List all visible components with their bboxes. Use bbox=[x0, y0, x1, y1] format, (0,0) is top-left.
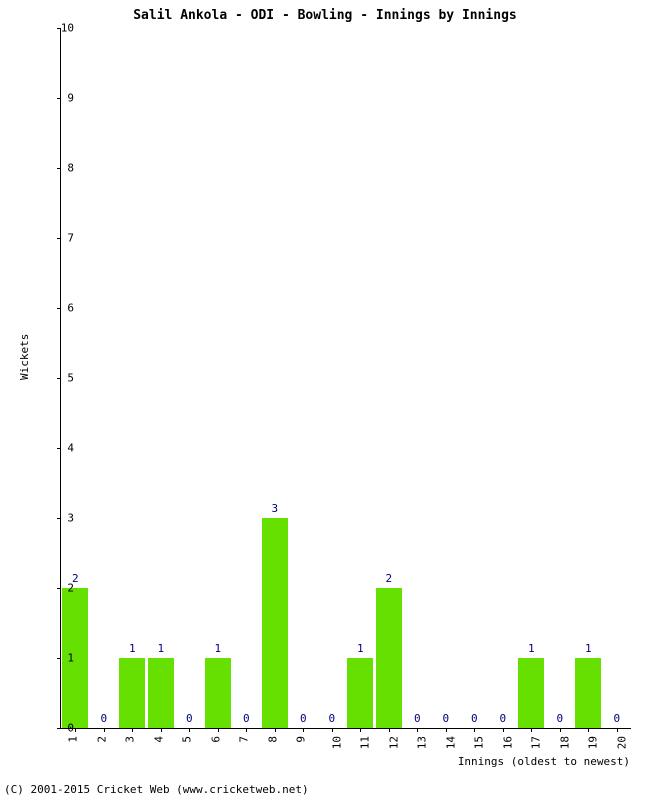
x-tick bbox=[446, 728, 447, 732]
x-tick-label: 2 bbox=[95, 736, 108, 743]
x-tick-label: 17 bbox=[530, 736, 543, 749]
bar-value-label: 1 bbox=[214, 642, 221, 655]
bar bbox=[376, 588, 402, 728]
bar bbox=[575, 658, 601, 728]
bar-value-label: 0 bbox=[328, 712, 335, 725]
y-axis-label: Wickets bbox=[18, 334, 31, 380]
x-tick-label: 7 bbox=[238, 736, 251, 743]
bar-value-label: 0 bbox=[243, 712, 250, 725]
x-tick bbox=[360, 728, 361, 732]
y-tick-label: 9 bbox=[67, 92, 74, 105]
x-tick bbox=[275, 728, 276, 732]
x-tick bbox=[531, 728, 532, 732]
x-tick bbox=[332, 728, 333, 732]
bar-value-label: 1 bbox=[357, 642, 364, 655]
bar-value-label: 1 bbox=[585, 642, 592, 655]
x-tick-label: 9 bbox=[295, 736, 308, 743]
bar-value-label: 3 bbox=[271, 502, 278, 515]
x-tick-label: 19 bbox=[587, 736, 600, 749]
y-tick-label: 1 bbox=[67, 652, 74, 665]
y-tick bbox=[57, 588, 61, 589]
bar-value-label: 0 bbox=[186, 712, 193, 725]
y-tick-label: 10 bbox=[61, 22, 74, 35]
x-tick bbox=[588, 728, 589, 732]
chart-title: Salil Ankola - ODI - Bowling - Innings b… bbox=[0, 8, 650, 23]
bar bbox=[119, 658, 145, 728]
y-tick bbox=[57, 658, 61, 659]
x-tick-label: 11 bbox=[359, 736, 372, 749]
bar-value-label: 0 bbox=[442, 712, 449, 725]
x-tick bbox=[246, 728, 247, 732]
bar-value-label: 0 bbox=[613, 712, 620, 725]
y-tick-label: 7 bbox=[67, 232, 74, 245]
x-tick-label: 14 bbox=[444, 736, 457, 749]
bar-value-label: 1 bbox=[129, 642, 136, 655]
bar bbox=[148, 658, 174, 728]
y-tick-label: 2 bbox=[67, 582, 74, 595]
y-tick-label: 6 bbox=[67, 302, 74, 315]
x-tick bbox=[389, 728, 390, 732]
x-tick bbox=[617, 728, 618, 732]
y-tick bbox=[57, 728, 61, 729]
x-tick bbox=[189, 728, 190, 732]
copyright-text: (C) 2001-2015 Cricket Web (www.cricketwe… bbox=[4, 783, 309, 796]
y-tick bbox=[57, 518, 61, 519]
bar-value-label: 0 bbox=[499, 712, 506, 725]
y-tick-label: 5 bbox=[67, 372, 74, 385]
bar bbox=[205, 658, 231, 728]
bar bbox=[262, 518, 288, 728]
bar-value-label: 2 bbox=[385, 572, 392, 585]
y-tick-label: 0 bbox=[67, 722, 74, 735]
y-tick-label: 3 bbox=[67, 512, 74, 525]
x-tick bbox=[303, 728, 304, 732]
x-tick-label: 4 bbox=[152, 736, 165, 743]
x-tick bbox=[218, 728, 219, 732]
plot-area: 2 0 1 1 0 1 0 3 0 0 1 2 0 0 0 0 1 0 1 0 bbox=[60, 28, 631, 729]
x-tick bbox=[560, 728, 561, 732]
y-tick bbox=[57, 378, 61, 379]
x-tick-label: 12 bbox=[387, 736, 400, 749]
x-tick bbox=[104, 728, 105, 732]
x-tick bbox=[161, 728, 162, 732]
x-tick-label: 5 bbox=[181, 736, 194, 743]
x-tick-label: 20 bbox=[615, 736, 628, 749]
bar bbox=[62, 588, 88, 728]
bar-value-label: 0 bbox=[471, 712, 478, 725]
x-tick-label: 15 bbox=[473, 736, 486, 749]
x-tick bbox=[417, 728, 418, 732]
chart-container: Salil Ankola - ODI - Bowling - Innings b… bbox=[0, 0, 650, 800]
bar-value-label: 0 bbox=[300, 712, 307, 725]
x-axis-label: Innings (oldest to newest) bbox=[458, 755, 630, 768]
bar-value-label: 0 bbox=[100, 712, 107, 725]
bar-value-label: 0 bbox=[414, 712, 421, 725]
bar-value-label: 1 bbox=[528, 642, 535, 655]
bar bbox=[518, 658, 544, 728]
x-tick-label: 10 bbox=[330, 736, 343, 749]
bar-value-label: 0 bbox=[556, 712, 563, 725]
bar-value-label: 1 bbox=[157, 642, 164, 655]
x-tick bbox=[75, 728, 76, 732]
x-tick-label: 16 bbox=[501, 736, 514, 749]
y-tick bbox=[57, 238, 61, 239]
x-tick-label: 3 bbox=[124, 736, 137, 743]
y-tick bbox=[57, 448, 61, 449]
x-tick-label: 18 bbox=[558, 736, 571, 749]
y-tick bbox=[57, 168, 61, 169]
y-tick-label: 4 bbox=[67, 442, 74, 455]
x-tick bbox=[474, 728, 475, 732]
x-tick-label: 6 bbox=[209, 736, 222, 743]
y-tick bbox=[57, 308, 61, 309]
x-tick-label: 8 bbox=[266, 736, 279, 743]
x-tick bbox=[132, 728, 133, 732]
x-tick bbox=[503, 728, 504, 732]
y-tick-label: 8 bbox=[67, 162, 74, 175]
x-tick-label: 1 bbox=[67, 736, 80, 743]
y-tick bbox=[57, 98, 61, 99]
x-tick-label: 13 bbox=[416, 736, 429, 749]
bar bbox=[347, 658, 373, 728]
